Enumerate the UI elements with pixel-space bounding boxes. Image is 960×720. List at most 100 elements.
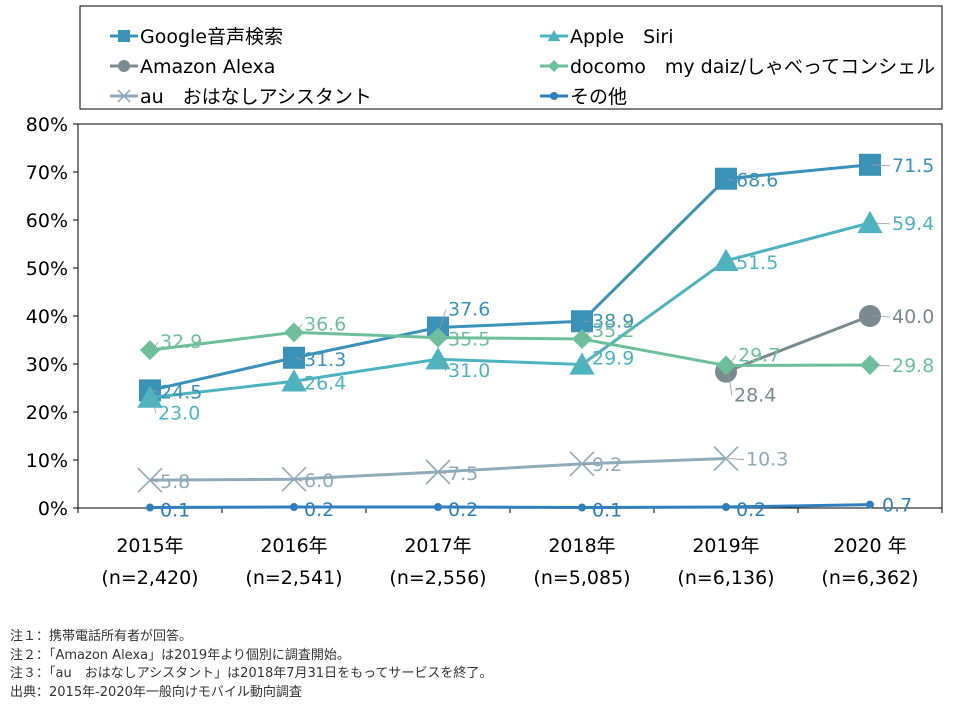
label-leader xyxy=(151,479,159,483)
series-point xyxy=(283,346,305,369)
y-tick-label: 60% xyxy=(26,210,68,232)
data-label: 29.7 xyxy=(738,344,780,366)
label-leader xyxy=(583,358,591,365)
x-axis: 2015年 (n=2,420) 2016年 (n=2,541) 2017年 (n=2,55… xyxy=(77,508,943,589)
label-leader xyxy=(151,397,157,414)
series-point xyxy=(866,500,874,509)
label-leader xyxy=(583,463,591,466)
x-tick-label: 2020 年 xyxy=(833,535,906,557)
data-label: 59.4 xyxy=(892,213,934,235)
label-leader xyxy=(295,380,303,384)
label-leader xyxy=(583,330,591,340)
series-line xyxy=(149,503,871,510)
series-point xyxy=(428,327,448,348)
data-label: 31.0 xyxy=(448,360,490,382)
note-1: 注１：携帯電話所有者が回答。 xyxy=(10,629,193,644)
x-tick-label: 2016年 xyxy=(260,535,327,557)
series-point xyxy=(137,385,163,408)
data-label: 35.2 xyxy=(592,320,634,342)
note-2: 注２：「Amazon Alexa」は2019年より個別に調査開始。 xyxy=(10,647,350,663)
label-leader xyxy=(439,309,447,328)
label-leader xyxy=(727,260,735,264)
series-point xyxy=(857,210,883,234)
label-leader xyxy=(871,164,891,167)
label-leader xyxy=(439,337,447,340)
y-axis: 0% 10% 20% 30% 40% 50% 60% 70% 80% xyxy=(26,114,78,520)
data-label: 68.6 xyxy=(736,170,778,192)
label-leader xyxy=(295,357,303,361)
data-label: 51.5 xyxy=(736,252,778,274)
legend-label: Google音声検索 xyxy=(140,26,283,48)
line-chart: Google音声検索 Apple Siri Amazon Alexa docomo m… xyxy=(26,5,943,589)
legend-label: その他 xyxy=(570,86,627,108)
series-point xyxy=(572,329,592,350)
data-label: 24.5 xyxy=(160,381,202,403)
series-point xyxy=(146,503,154,512)
y-tick-label: 80% xyxy=(26,114,68,136)
data-label: 23.0 xyxy=(158,403,200,425)
x-tick-sublabel: (n=2,541) xyxy=(245,567,342,589)
label-leader xyxy=(151,341,159,351)
label-leader xyxy=(295,324,303,333)
y-tick-label: 30% xyxy=(26,354,68,376)
y-tick-label: 50% xyxy=(26,258,68,280)
label-leader xyxy=(727,458,745,460)
series-line xyxy=(149,330,871,367)
data-label: 38.9 xyxy=(592,310,634,332)
legend-marker xyxy=(547,30,561,42)
legend-label: Apple Siri xyxy=(570,26,674,48)
y-tick-label: 40% xyxy=(26,306,68,328)
legend-marker xyxy=(548,60,560,72)
x-tick-sublabel: (n=2,556) xyxy=(389,567,486,589)
series-point xyxy=(137,467,163,493)
y-tick-label: 70% xyxy=(26,162,68,184)
legend-item: au おはなしアシスタント xyxy=(110,86,372,108)
data-label: 36.6 xyxy=(304,313,346,335)
label-leader xyxy=(871,315,891,318)
data-label: 29.8 xyxy=(892,355,934,377)
x-tick-sublabel: (n=2,420) xyxy=(101,567,198,589)
data-label: 35.5 xyxy=(448,329,490,351)
series-point xyxy=(434,503,442,512)
data-label: 71.5 xyxy=(892,155,934,177)
label-leader xyxy=(871,222,891,225)
data-label: 37.6 xyxy=(448,299,490,321)
series-point xyxy=(722,503,730,512)
series-point xyxy=(859,305,881,327)
label-leader xyxy=(727,371,733,396)
label-leader xyxy=(439,359,447,372)
source-note: 出典：2015年-2020年一般向けモバイル動向調査 xyxy=(10,684,302,700)
footnotes: 注１：携帯電話所有者が回答。 注２：「Amazon Alexa」は2019年より… xyxy=(10,628,492,702)
plot-area xyxy=(77,123,943,509)
data-label: 0.2 xyxy=(304,499,334,521)
legend-marker xyxy=(550,92,558,100)
data-label: 0.1 xyxy=(592,500,622,522)
label-leader xyxy=(727,355,737,366)
series-point xyxy=(860,354,880,375)
x-tick-label: 2015年 xyxy=(116,535,183,557)
label-leader xyxy=(151,390,159,393)
data-label: 29.9 xyxy=(592,347,634,369)
series-point xyxy=(290,503,298,512)
x-tick-sublabel: (n=5,085) xyxy=(533,567,630,589)
y-tick-label: 20% xyxy=(26,402,68,424)
data-label: 28.4 xyxy=(734,385,776,407)
series-point xyxy=(281,369,307,392)
series-point xyxy=(571,310,593,333)
series-line xyxy=(149,221,871,400)
data-label: 0.2 xyxy=(448,499,478,521)
series-point xyxy=(140,340,160,361)
legend-marker xyxy=(118,60,130,72)
data-label: 9.2 xyxy=(592,454,622,476)
y-tick-label: 10% xyxy=(26,450,68,472)
series-point xyxy=(569,451,595,477)
x-tick-sublabel: (n=6,136) xyxy=(677,567,774,589)
legend-item: Google音声検索 xyxy=(110,26,283,48)
legend-item: Apple Siri xyxy=(540,26,674,48)
series-point xyxy=(425,459,451,485)
series-line xyxy=(149,163,871,392)
series-point xyxy=(578,503,586,512)
data-label: 0.7 xyxy=(882,495,912,517)
legend: Google音声検索 Apple Siri Amazon Alexa docomo m… xyxy=(110,26,935,108)
data-labels: 24.5 31.3 37.6 38.9 68.6 71.5 23.0 26.4 31.0 29.9… xyxy=(151,155,934,522)
